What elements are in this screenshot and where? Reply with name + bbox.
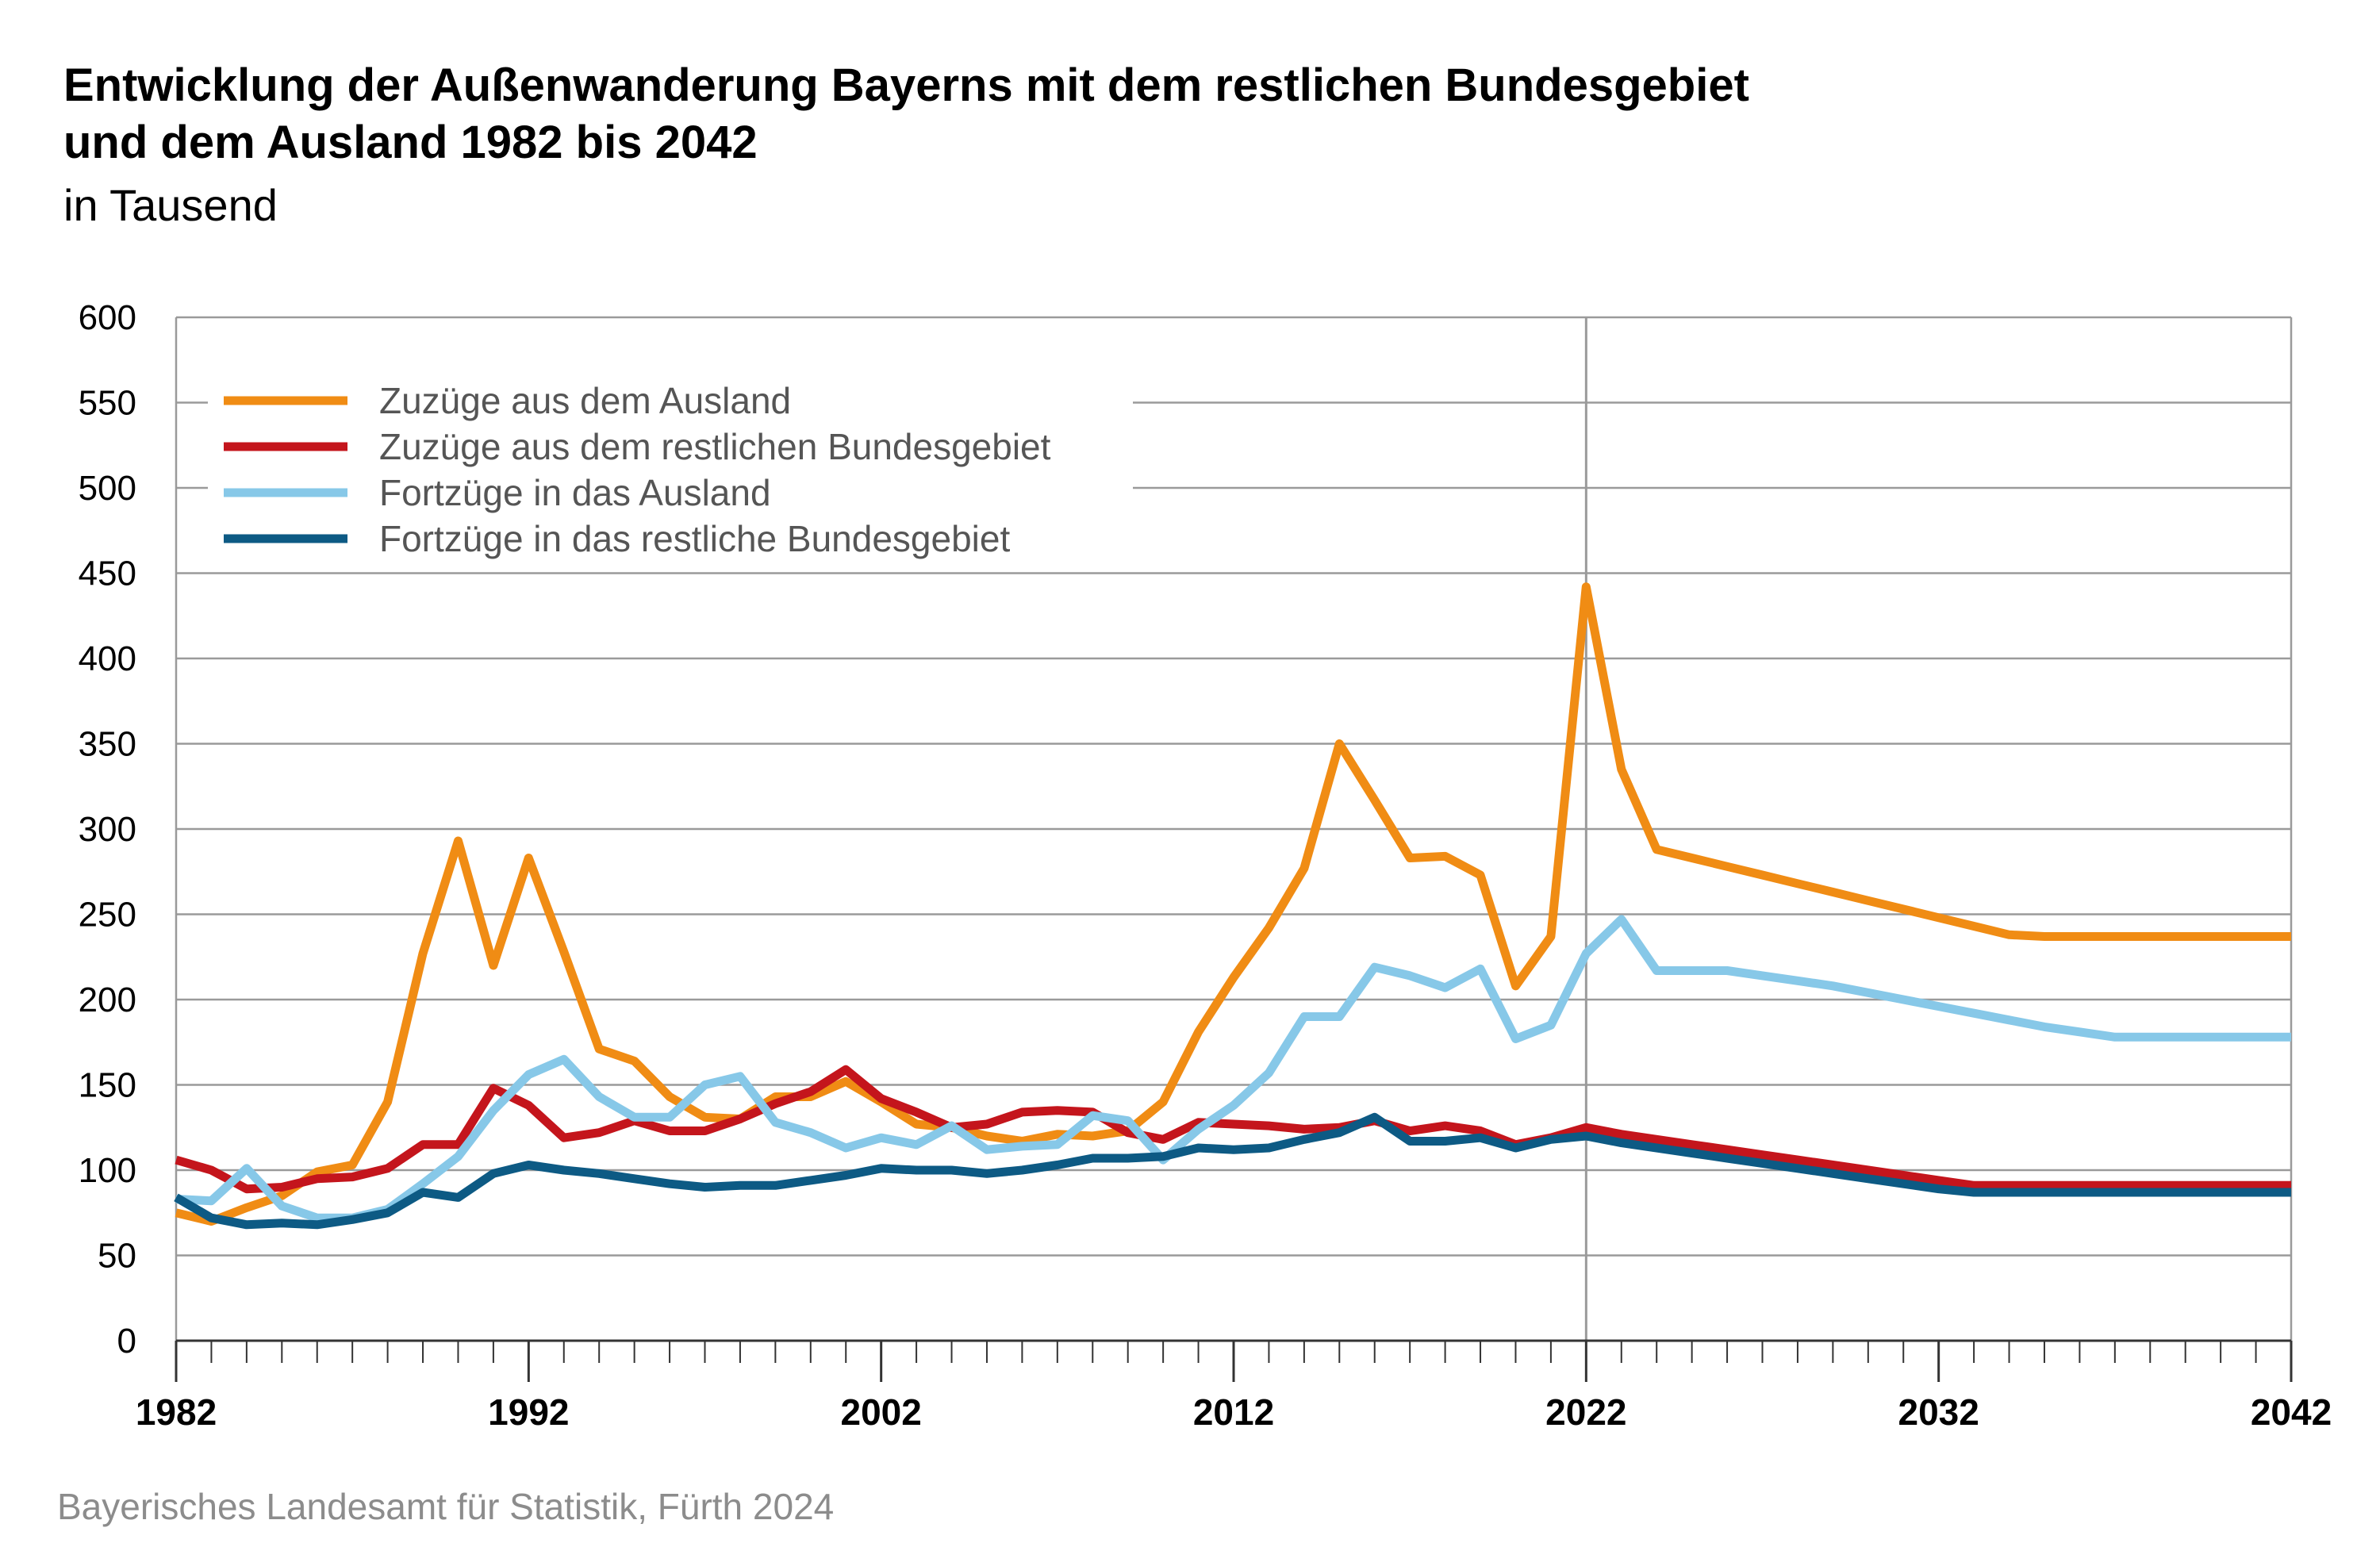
y-tick-label: 150 — [79, 1066, 136, 1105]
x-tick-label: 2012 — [1193, 1391, 1274, 1433]
series-line-3 — [175, 915, 2291, 1222]
y-tick-label: 250 — [79, 896, 136, 935]
x-tick-label: 1992 — [488, 1391, 569, 1433]
legend-label-2: Zuzüge aus dem restlichen Bundesgebiet — [379, 426, 1051, 467]
legend-label-3: Fortzüge in das Ausland — [379, 472, 771, 513]
series-line-1 — [175, 582, 2291, 1226]
y-tick-label: 300 — [79, 810, 136, 849]
x-tick-label: 1982 — [136, 1391, 217, 1433]
chart-title-line1: Entwicklung der Außenwanderung Bayerns m… — [63, 59, 1749, 111]
y-tick-label: 550 — [79, 384, 136, 423]
source-note: Bayerisches Landesamt für Statistik, Für… — [57, 1486, 835, 1527]
legend-label-4: Fortzüge in das restliche Bundesgebiet — [379, 518, 1010, 559]
y-tick-label: 350 — [79, 725, 136, 764]
x-tick-label: 2022 — [1545, 1391, 1626, 1433]
data-series — [174, 582, 2291, 1230]
chart-title: Entwicklung der Außenwanderung Bayerns m… — [63, 57, 1749, 171]
axes: 0 50 100 150 200 250 300 350 400 450 500 550 600 1982… — [79, 298, 2332, 1433]
legend: Zuzüge aus dem Ausland Zuzüge aus dem res… — [208, 367, 1133, 568]
legend-background — [208, 367, 1133, 568]
y-tick-label: 450 — [79, 555, 136, 593]
x-tick-label: 2002 — [840, 1391, 921, 1433]
y-tick-label: 400 — [79, 639, 136, 678]
y-tick-label: 500 — [79, 469, 136, 508]
series-line-2 — [175, 1065, 2291, 1194]
y-tick-label: 200 — [79, 981, 136, 1019]
y-tick-label: 0 — [117, 1322, 136, 1361]
x-tick-label: 2032 — [1898, 1391, 1979, 1433]
x-tick-label: 2042 — [2251, 1391, 2332, 1433]
y-tick-label: 600 — [79, 298, 136, 337]
chart-subtitle: in Tausend — [63, 180, 278, 230]
series-line-4 — [174, 1112, 2291, 1230]
y-tick-label: 50 — [98, 1237, 136, 1276]
y-tick-label: 100 — [79, 1151, 136, 1190]
chart-title-line2: und dem Ausland 1982 bis 2042 — [63, 117, 758, 168]
legend-label-1: Zuzüge aus dem Ausland — [379, 380, 791, 421]
